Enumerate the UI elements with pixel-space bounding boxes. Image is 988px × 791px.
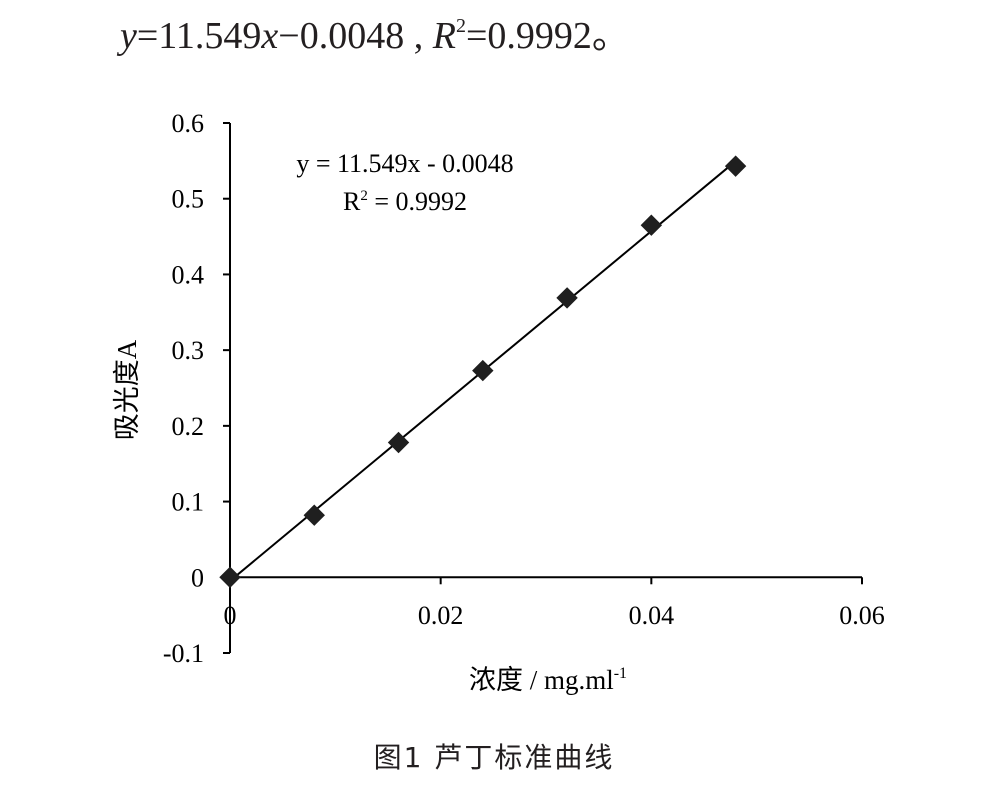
y-tick-label: 0.4 [172, 260, 205, 289]
y-tick-label: 0.2 [172, 412, 205, 441]
data-point [219, 566, 241, 588]
header-period: 。 [591, 15, 630, 57]
y-tick-label: 0.3 [172, 336, 205, 365]
axes [223, 122, 863, 654]
x-tick-label: 0.06 [839, 601, 885, 630]
figure-caption: 图1 芦丁标准曲线 [373, 741, 615, 774]
header-slope: =11.549 [136, 15, 262, 57]
calibration-chart: -0.1 0 0.1 0.2 0.3 0.4 0.5 0.6 0 0.02 0.04 0.06 y =… [112, 109, 885, 695]
x-axis-title: 浓度 / mg.ml-1 [469, 665, 627, 695]
header-x-var: x [261, 15, 279, 57]
header-r-sup: 2 [455, 15, 466, 37]
r-squared-sup: 2 [360, 188, 368, 204]
x-axis-title-sup: -1 [614, 665, 627, 682]
y-tick-label: 0 [191, 563, 204, 592]
tick-labels: -0.1 0 0.1 0.2 0.3 0.4 0.5 0.6 0 0.02 0.04 0.06 [163, 109, 885, 668]
x-tick-label: 0.04 [629, 601, 675, 630]
data-point [472, 359, 494, 382]
data-markers [219, 155, 747, 588]
x-axis-title-text: 浓度 / mg.ml [469, 665, 614, 695]
y-tick-label: 0.5 [172, 185, 205, 214]
data-point [724, 155, 747, 177]
r-squared-annotation: R2 = 0.9992 [343, 187, 467, 216]
y-tick-label: -0.1 [163, 639, 204, 668]
y-tick-label: 0.1 [172, 488, 205, 517]
y-tick-label: 0.6 [172, 109, 205, 138]
r-squared-value: = 0.9992 [368, 187, 467, 216]
data-point [303, 504, 325, 526]
header-y-var: y [120, 15, 137, 57]
header-r-var: R [432, 15, 456, 57]
y-axis-title: 吸光度A [112, 339, 142, 440]
x-tick-label: 0.02 [418, 601, 464, 630]
data-point [556, 287, 578, 309]
data-point [387, 431, 410, 454]
header-r-value: =0.9992 [465, 15, 592, 57]
x-tick-label: 0 [224, 601, 237, 630]
header-equation: y=11.549x−0.0048 , R2=0.9992。 [120, 10, 630, 62]
header-intercept: −0.0048 , [278, 15, 433, 57]
equation-annotation: y = 11.549x - 0.0048 [296, 149, 513, 178]
data-point [640, 214, 663, 236]
r-squared-prefix: R [343, 187, 361, 216]
